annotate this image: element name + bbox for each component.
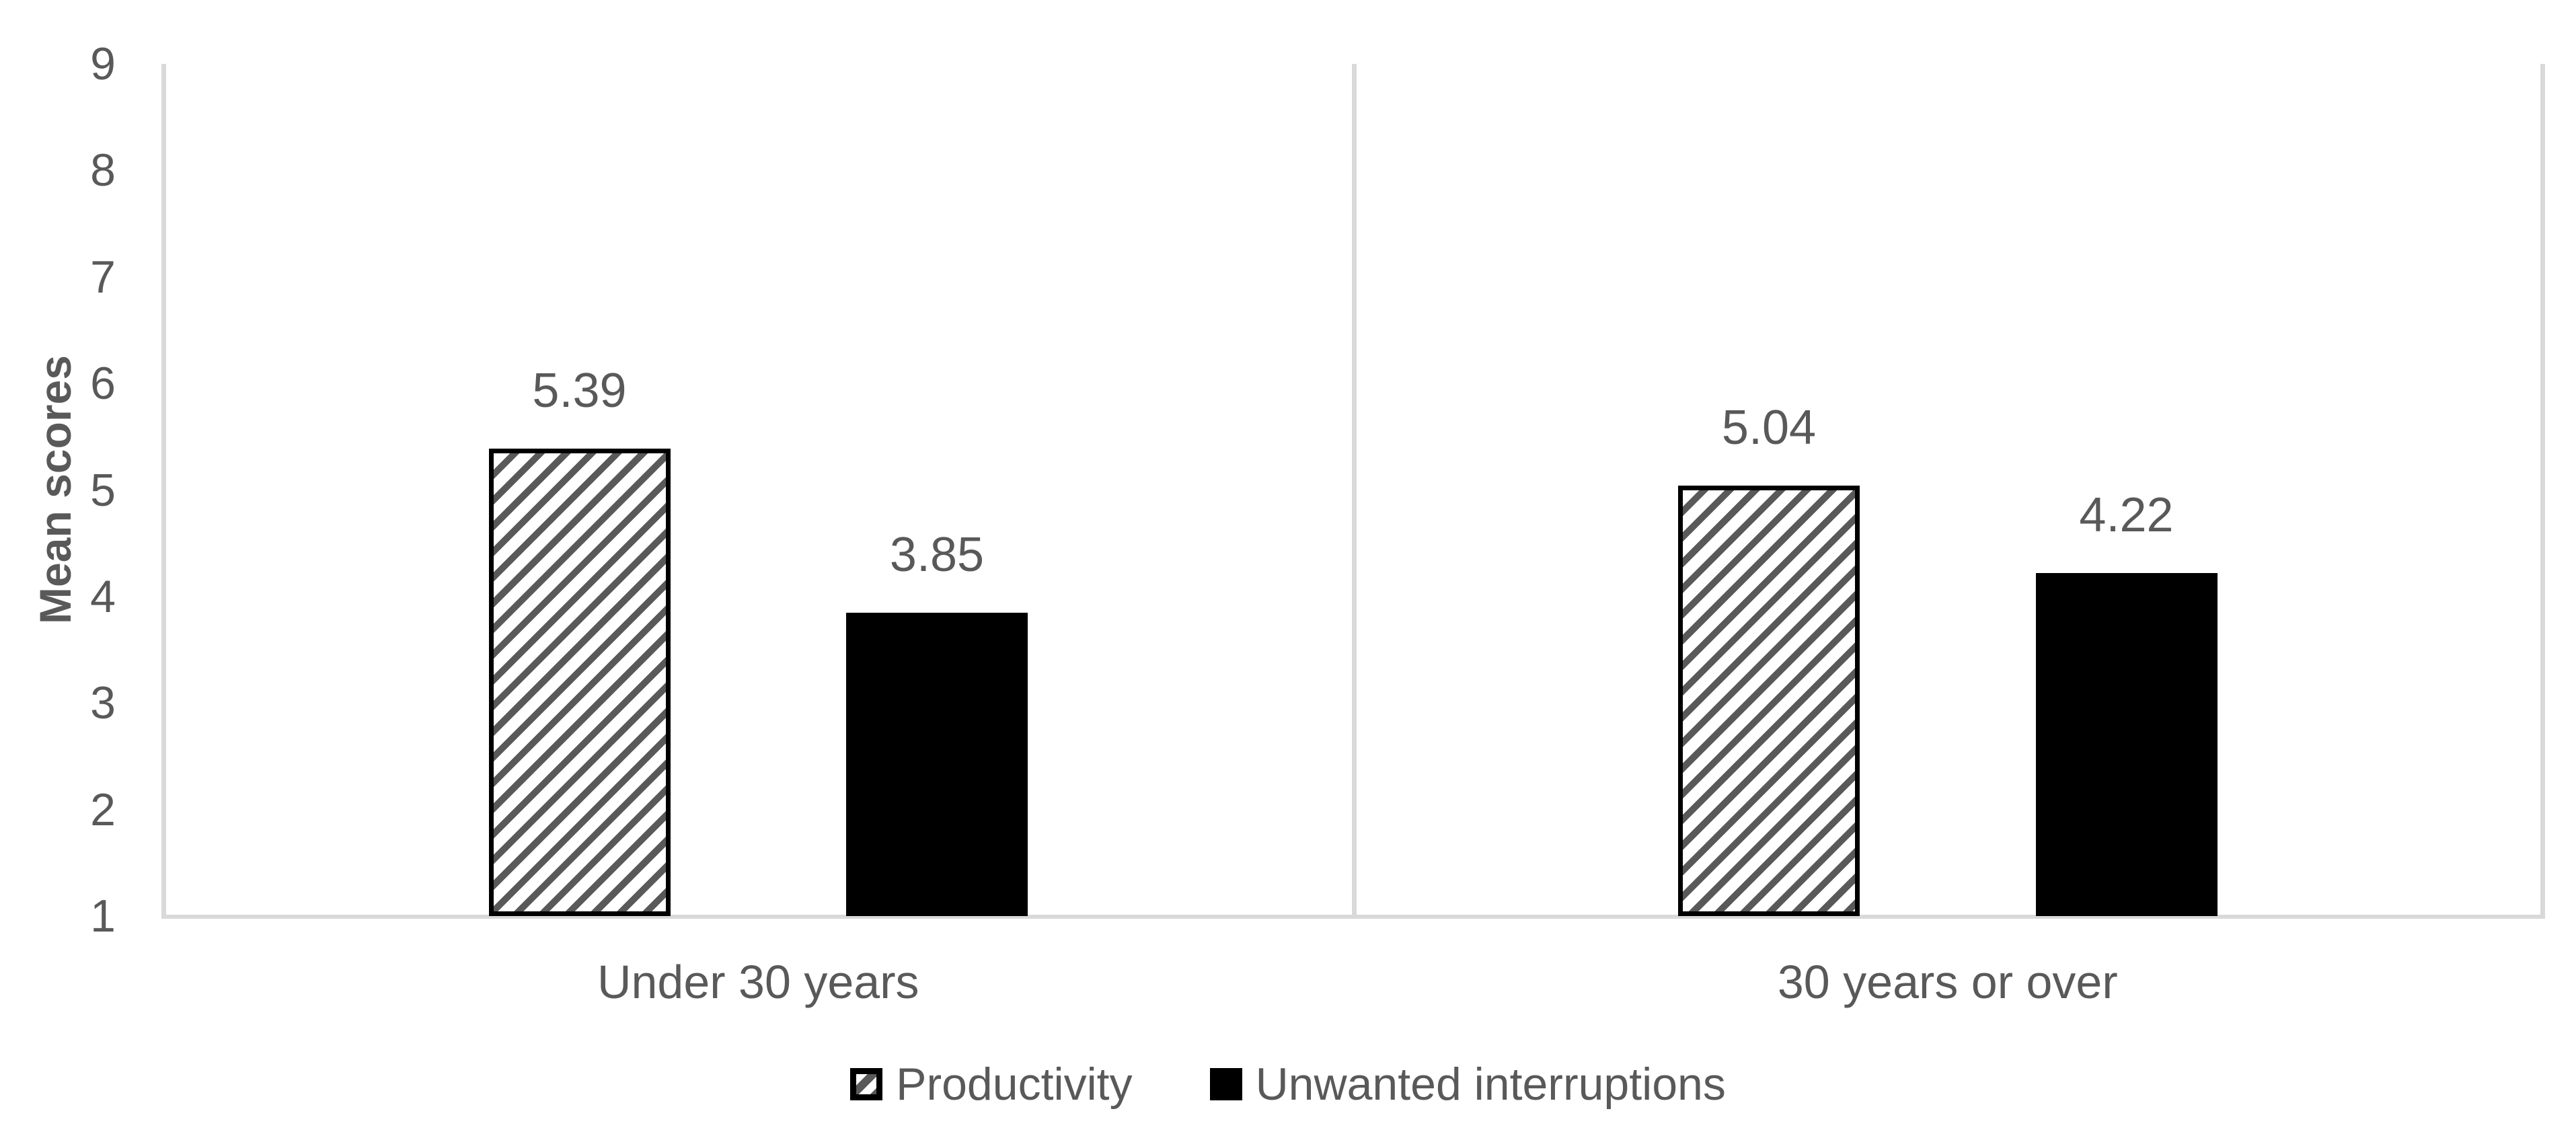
bar-unwanted-interruptions-under-30-years: [846, 612, 1028, 916]
y-tick-label-9: 9: [90, 38, 116, 89]
legend-label-unwanted-interruptions: Unwanted interruptions: [1255, 1059, 1726, 1110]
bar-productivity-30-years-or-over: [1678, 486, 1860, 916]
plot-area: 5.39 5.04 3.85 4.22: [163, 64, 2542, 916]
legend-swatch-productivity-hatched-icon: [850, 1068, 883, 1100]
y-tick-label-4: 4: [90, 570, 116, 622]
y-tick-label-3: 3: [90, 677, 116, 729]
y-tick-label-6: 6: [90, 358, 116, 410]
data-label-productivity-30-years-or-over: 5.04: [1721, 401, 1817, 455]
x-axis-line: [161, 915, 2545, 919]
data-label-unwanted-interruptions-30-years-or-over: 4.22: [2079, 488, 2174, 543]
y-axis-tick-labels: 1 2 3 4 5 6 7 8 9: [0, 41, 116, 939]
y-tick-label-5: 5: [90, 464, 116, 516]
bar-productivity-under-30-years: [488, 448, 671, 916]
legend-swatch-unwanted-interruptions-solid-icon: [1209, 1068, 1242, 1100]
y-tick-label-8: 8: [90, 145, 116, 196]
y-tick-label-2: 2: [90, 784, 116, 835]
bar-unwanted-interruptions-30-years-or-over: [2035, 573, 2218, 916]
category-label-under-30-years: Under 30 years: [597, 956, 919, 1008]
legend: Productivity Unwanted interruptions: [0, 1061, 2576, 1107]
y-axis-line: [161, 64, 166, 919]
category-separator-line: [1352, 64, 1357, 919]
legend-item-productivity: Productivity: [850, 1059, 1133, 1110]
legend-label-productivity: Productivity: [896, 1059, 1133, 1110]
data-label-unwanted-interruptions-under-30-years: 3.85: [889, 527, 985, 582]
y-tick-label-7: 7: [90, 251, 116, 303]
plot-right-border-line: [2540, 64, 2545, 919]
y-tick-label-1: 1: [90, 891, 116, 942]
legend-item-unwanted-interruptions: Unwanted interruptions: [1209, 1059, 1726, 1110]
category-label-30-years-or-over: 30 years or over: [1777, 956, 2118, 1008]
data-label-productivity-under-30-years: 5.39: [532, 363, 627, 418]
